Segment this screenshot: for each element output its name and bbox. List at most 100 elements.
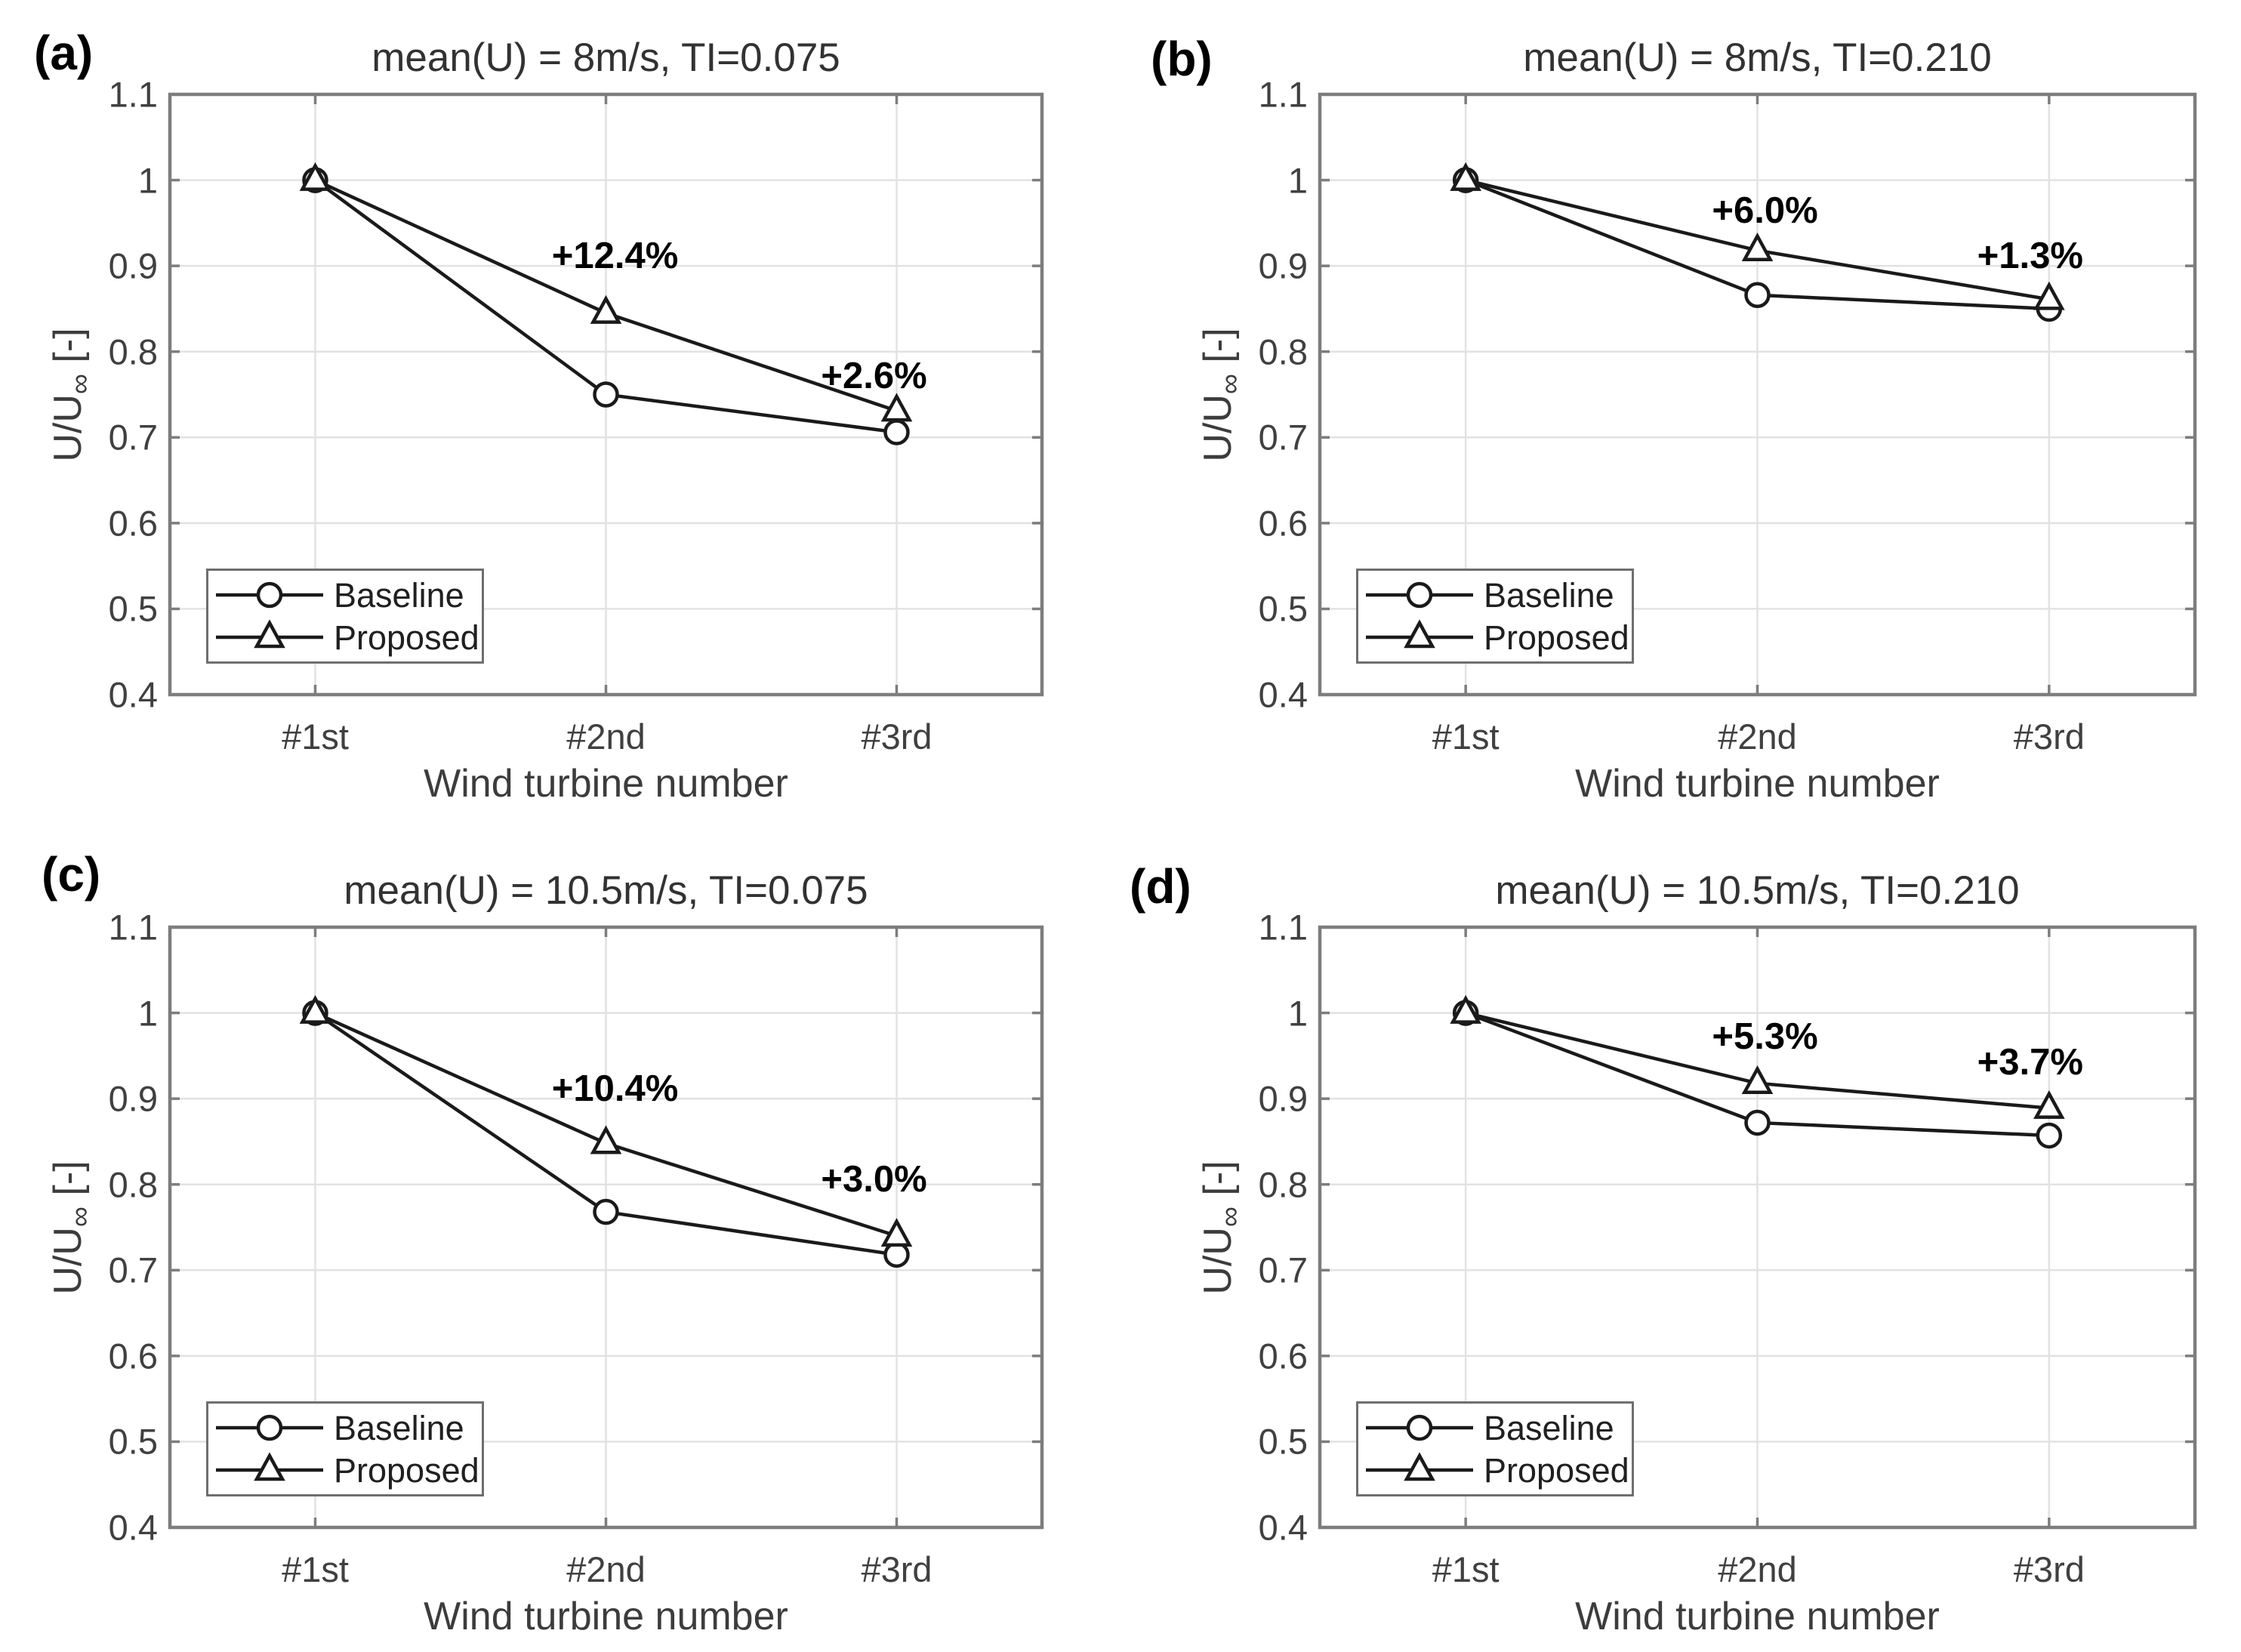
gain-annotation: +3.0%	[821, 1158, 927, 1200]
x-tick-label: #1st	[1432, 1549, 1500, 1589]
axis-box	[1318, 92, 2197, 697]
circle-marker-icon	[1744, 282, 1771, 309]
triangle-marker-icon	[299, 994, 331, 1024]
circle-marker-icon	[1406, 1414, 1433, 1441]
y-tick-label: 1	[137, 993, 158, 1034]
legend-label-baseline: Baseline	[1484, 575, 1614, 615]
triangle-marker-icon	[880, 1218, 913, 1247]
circle-marker-icon	[302, 1000, 328, 1026]
line-triangle-marker-icon	[1366, 1452, 1473, 1481]
y-tick-label: 0.5	[108, 1421, 158, 1462]
y-tick-label: 0.4	[108, 1507, 158, 1548]
legend-label-proposed: Proposed	[334, 1450, 479, 1490]
gain-annotation: +12.4%	[551, 235, 679, 276]
x-tick-label: #2nd	[566, 1549, 646, 1589]
legend-label-proposed: Proposed	[1484, 618, 1629, 657]
y-tick-label: 1.1	[1258, 74, 1308, 115]
series-line-baseline	[1465, 1011, 2049, 1138]
y-axis-label-main: U/U	[1196, 393, 1240, 462]
y-tick-label: 0.7	[1258, 1250, 1308, 1290]
circle-marker-icon	[883, 419, 910, 445]
legend-item-baseline: Baseline	[213, 575, 477, 615]
triangle-marker-icon	[590, 1125, 622, 1154]
y-axis-label: U/U∞ [-]	[45, 168, 96, 621]
circle-marker-icon	[1744, 1109, 1771, 1136]
y-tick-label: 0.7	[1258, 417, 1308, 458]
y-tick-label: 1.1	[108, 74, 158, 115]
x-axis-label: Wind turbine number	[424, 1595, 788, 1638]
gain-annotation: +10.4%	[551, 1068, 679, 1109]
y-tick-label: 0.7	[108, 417, 158, 458]
y-axis-label-main: U/U	[1196, 1226, 1240, 1295]
circle-marker-icon	[302, 167, 328, 193]
triangle-marker-icon	[590, 294, 622, 324]
circle-marker-icon	[2036, 295, 2063, 322]
x-tick-label: #2nd	[566, 717, 646, 757]
y-tick-label: 0.9	[1258, 245, 1308, 286]
plot-box	[1318, 925, 2197, 1530]
x-tick-label: #1st	[282, 717, 349, 757]
circle-marker-icon	[1406, 581, 1433, 609]
y-tick-label: 0.6	[108, 1336, 158, 1376]
series-line-baseline	[314, 1011, 897, 1257]
triangle-marker-icon	[1450, 994, 1481, 1024]
axis-box	[168, 92, 1044, 697]
y-axis-label-unit: [-]	[46, 1160, 90, 1207]
series-line-proposed	[314, 1011, 898, 1238]
triangle-marker-icon	[1404, 1452, 1435, 1481]
triangle-marker-icon	[1404, 619, 1435, 649]
y-tick-label: 0.8	[1258, 1164, 1308, 1205]
y-tick-label: 0.5	[1258, 588, 1308, 629]
line-triangle-marker-icon	[1366, 619, 1473, 649]
legend-item-proposed: Proposed	[213, 618, 479, 657]
legend-item-proposed: Proposed	[1363, 1450, 1629, 1490]
x-tick-label: #3rd	[2013, 717, 2085, 757]
y-tick-label: 0.4	[1258, 674, 1308, 715]
y-axis-label-unit: [-]	[46, 327, 90, 374]
series-line-proposed	[314, 178, 898, 413]
y-tick-label: 0.6	[1258, 1336, 1308, 1376]
y-axis-label-main: U/U	[46, 393, 90, 462]
y-tick-label: 0.5	[1258, 1421, 1308, 1462]
infinity-subscript: ∞	[1214, 1206, 1247, 1227]
x-tick-label: #2nd	[1718, 717, 1797, 757]
x-tick-label: #2nd	[1718, 1549, 1797, 1589]
gain-annotation: +3.7%	[1977, 1042, 2083, 1083]
y-tick-label: 1	[1287, 993, 1308, 1034]
chart-title-a: mean(U) = 8m/s, TI=0.075	[371, 35, 840, 80]
legend-label-baseline: Baseline	[334, 1408, 464, 1447]
legend: Baseline Proposed	[206, 569, 484, 664]
legend-item-baseline: Baseline	[213, 1408, 477, 1447]
y-tick-label: 0.9	[108, 245, 158, 286]
y-axis-label: U/U∞ [-]	[1195, 168, 1246, 621]
gain-annotation: +1.3%	[1977, 235, 2083, 276]
infinity-subscript: ∞	[1214, 373, 1247, 394]
triangle-marker-icon	[254, 619, 285, 649]
y-tick-label: 0.6	[1258, 503, 1308, 544]
legend-label-baseline: Baseline	[1484, 1408, 1614, 1447]
circle-marker-icon	[256, 581, 283, 609]
y-tick-label: 0.9	[1258, 1078, 1308, 1119]
chart-title-d: mean(U) = 10.5m/s, TI=0.210	[1495, 868, 2020, 913]
subplot-label-d: (d)	[1130, 859, 1191, 914]
x-tick-label: #3rd	[2013, 1549, 2085, 1589]
y-axis-label: U/U∞ [-]	[45, 1001, 96, 1454]
triangle-marker-icon	[880, 393, 913, 422]
circle-marker-icon	[1452, 167, 1479, 193]
plot-box	[168, 92, 1044, 697]
x-axis-label: Wind turbine number	[1575, 1595, 1940, 1638]
series-line-proposed	[1465, 178, 2050, 301]
x-tick-label: #1st	[1432, 717, 1500, 757]
x-tick-label: #3rd	[861, 717, 932, 757]
legend-label-proposed: Proposed	[334, 618, 479, 657]
legend-item-baseline: Baseline	[1363, 1408, 1627, 1447]
plot-box	[168, 925, 1044, 1530]
triangle-marker-icon	[2033, 281, 2065, 310]
y-tick-label: 1	[1287, 160, 1308, 201]
y-tick-label: 1	[137, 160, 158, 201]
y-axis-label-unit: [-]	[1196, 1160, 1240, 1207]
